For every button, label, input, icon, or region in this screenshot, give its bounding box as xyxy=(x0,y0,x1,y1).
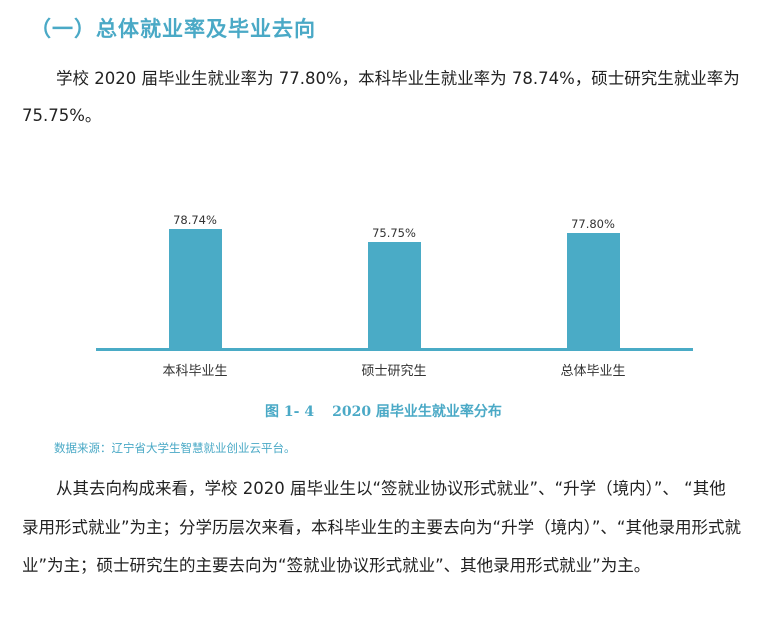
destination-paragraph: 从其去向构成来看，学校 2020 届毕业生以“签就业协议形式就业”、“升学（境内… xyxy=(22,470,742,586)
bar-value-label: 75.75% xyxy=(372,226,416,240)
figure-caption: 图 1- 4 2020 届毕业生就业率分布 xyxy=(0,401,767,421)
bar-value-label: 77.80% xyxy=(571,217,615,231)
x-tick-label: 总体毕业生 xyxy=(560,364,626,379)
bar-overall xyxy=(567,233,620,348)
x-tick-label: 本科毕业生 xyxy=(162,364,228,379)
destination-paragraph-text: 从其去向构成来看，学校 2020 届毕业生以“签就业协议形式就业”、“升学（境内… xyxy=(22,479,741,575)
x-axis-line xyxy=(96,348,693,351)
bar-master xyxy=(368,242,421,348)
bar-undergraduate xyxy=(169,229,222,348)
figure-number: 图 1- 4 xyxy=(265,404,315,420)
figure-title: 2020 届毕业生就业率分布 xyxy=(332,404,502,420)
data-source-note: 数据来源：辽宁省大学生智慧就业创业云平台。 xyxy=(54,441,296,455)
x-tick-label: 硕士研究生 xyxy=(361,364,427,379)
bar-value-label: 78.74% xyxy=(173,213,217,227)
intro-paragraph: 学校 2020 届毕业生就业率为 77.80%，本科毕业生就业率为 78.74%… xyxy=(22,60,742,134)
section-heading: （一）总体就业率及毕业去向 xyxy=(30,17,316,41)
employment-rate-bar-chart: 78.74% 75.75% 77.80% 本科毕业生 硕士研究生 总体毕业生 xyxy=(0,190,767,390)
intro-paragraph-text: 学校 2020 届毕业生就业率为 77.80%，本科毕业生就业率为 78.74%… xyxy=(22,69,740,125)
